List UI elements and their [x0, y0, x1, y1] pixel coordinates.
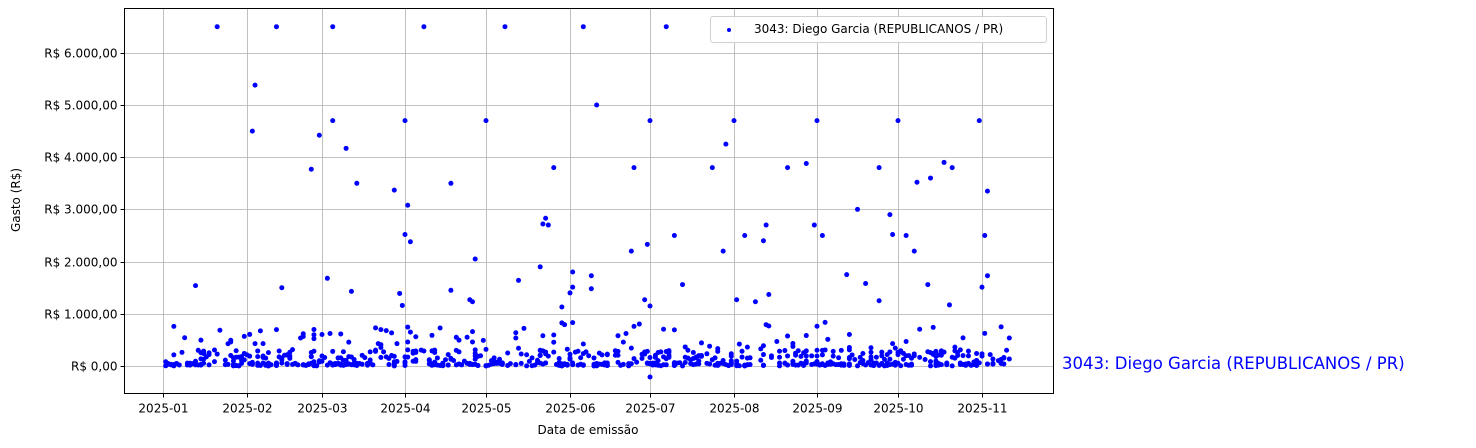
y-tick-label: R$ 2.000,00: [44, 256, 117, 270]
x-tick-label: 2025-03: [297, 402, 347, 416]
plot-frame: [124, 8, 1054, 394]
x-axis-ticks: 2025-01 2025-02 2025-03 2025-04 2025-05 2025-…: [138, 393, 1008, 416]
x-tick-label: 2025-09: [792, 402, 842, 416]
x-tick-label: 2025-07: [625, 402, 675, 416]
x-tick-label: 2025-11: [957, 402, 1007, 416]
y-tick-label: R$ 4.000,00: [44, 151, 117, 165]
x-tick-label: 2025-10: [873, 402, 923, 416]
data-points: [163, 24, 1012, 380]
x-axis-label: Data de emissão: [538, 423, 639, 437]
y-axis-label: Gasto (R$): [9, 168, 23, 232]
x-tick-label: 2025-01: [138, 402, 188, 416]
y-tick-label: R$ 0,00: [71, 360, 118, 374]
y-axis-ticks: R$ 0,00 R$ 1.000,00 R$ 2.000,00 R$ 3.000,00…: [44, 47, 125, 374]
x-tick-label: 2025-05: [461, 402, 511, 416]
x-tick-label: 2025-06: [545, 402, 595, 416]
x-tick-label: 2025-08: [709, 402, 759, 416]
y-tick-label: R$ 5.000,00: [44, 99, 117, 113]
x-tick-label: 2025-02: [222, 402, 272, 416]
legend-marker-icon: [727, 28, 731, 32]
y-tick-label: R$ 6.000,00: [44, 47, 117, 61]
series-annotation: 3043: Diego Garcia (REPUBLICANOS / PR): [1062, 354, 1405, 373]
y-tick-label: R$ 1.000,00: [44, 308, 117, 322]
x-tick-label: 2025-04: [380, 402, 430, 416]
grid-lines: [124, 8, 1054, 394]
y-tick-label: R$ 3.000,00: [44, 203, 117, 217]
legend: 3043: Diego Garcia (REPUBLICANOS / PR): [710, 16, 1047, 43]
legend-label: 3043: Diego Garcia (REPUBLICANOS / PR): [754, 22, 1004, 36]
